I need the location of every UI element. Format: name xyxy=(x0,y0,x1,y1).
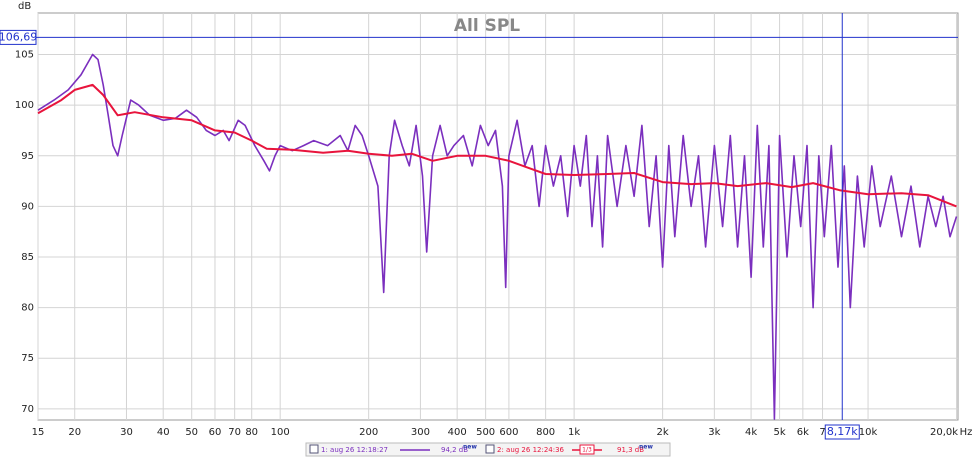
x-tick-label: 6k xyxy=(797,427,809,438)
x-tick-label: 10k xyxy=(859,427,878,438)
smoothing-box xyxy=(579,444,595,455)
x-tick-label: 7 xyxy=(819,427,825,438)
cursor-x-box xyxy=(824,424,860,440)
x-tick-label: 200 xyxy=(359,427,378,438)
y-tick-label: 75 xyxy=(21,353,34,364)
x-tick-label: 2k xyxy=(657,427,669,438)
grid xyxy=(37,13,958,420)
x-tick-label: 20 xyxy=(68,427,81,438)
y-tick-label: 85 xyxy=(21,252,34,263)
legend-level: 91,3 dB xyxy=(617,446,644,454)
checkbox[interactable] xyxy=(485,444,495,454)
y-tick-label: 100 xyxy=(15,100,34,111)
y-tick-label: 70 xyxy=(21,404,34,415)
legend-smoothing: 1/3 xyxy=(582,447,592,454)
checkbox[interactable] xyxy=(309,444,319,454)
legend-badge: new xyxy=(639,444,653,451)
cursor-y-box xyxy=(0,29,37,45)
plot-area xyxy=(37,12,959,421)
x-tick-label: 70 xyxy=(228,427,241,438)
legend-level: 94,2 dB xyxy=(441,446,468,454)
x-tick-label: 1k xyxy=(568,427,580,438)
x-unit: Hz xyxy=(960,427,973,438)
x-tick-label: 600 xyxy=(499,427,518,438)
legend-label: 2: aug 26 12:24:36 xyxy=(497,446,565,454)
x-tick-label: 300 xyxy=(411,427,430,438)
legend-badge: new xyxy=(463,444,477,451)
x-tick-label: 400 xyxy=(448,427,467,438)
series xyxy=(37,53,958,420)
y-tick-label: 105 xyxy=(15,50,34,61)
x-tick-label: 30 xyxy=(120,427,133,438)
cursor-y-label: 106,69 xyxy=(0,30,37,43)
y-tick-label: 80 xyxy=(21,303,34,314)
series-line xyxy=(37,83,957,208)
x-tick-label: 3k xyxy=(708,427,720,438)
x-tick-label: 60 xyxy=(209,427,222,438)
x-tick-label: 50 xyxy=(185,427,198,438)
cursors: 8,17k 106,69 xyxy=(0,13,958,440)
legend: 1: aug 26 12:18:27 94,2 dB new 2: aug 26… xyxy=(305,442,671,457)
x-tick-label: 40 xyxy=(157,427,170,438)
x-tick-label: 500 xyxy=(476,427,495,438)
x-tick-label: 5k xyxy=(773,427,785,438)
cursor-x-label: 8,17k xyxy=(827,425,858,438)
y-tick-label: 95 xyxy=(21,151,34,162)
x-tick-label: 4k xyxy=(745,427,757,438)
x-tick-label: 15 xyxy=(32,427,45,438)
x-tick-label: 800 xyxy=(536,427,555,438)
x-tick-label: 100 xyxy=(271,427,290,438)
legend-label: 1: aug 26 12:18:27 xyxy=(321,446,388,454)
y-tick-label: 90 xyxy=(21,201,34,212)
chart-title: All SPL xyxy=(454,16,520,36)
x-tick-label: 80 xyxy=(245,427,258,438)
y-axis-label: dB xyxy=(18,1,31,12)
x-tick-label: 20,0k xyxy=(930,427,958,438)
